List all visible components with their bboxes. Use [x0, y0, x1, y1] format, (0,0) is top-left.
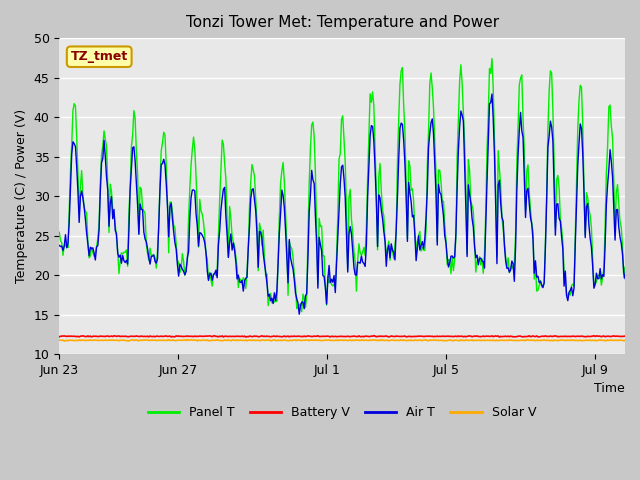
Air T — [354, 259, 362, 265]
Solar V — [355, 337, 363, 343]
Panel T — [536, 282, 543, 288]
Battery V — [621, 333, 629, 339]
Battery V — [333, 334, 340, 339]
Solar V — [60, 338, 68, 344]
Air T — [56, 242, 63, 248]
Panel T — [298, 309, 305, 314]
Line: Panel T: Panel T — [60, 59, 625, 312]
Panel T — [305, 181, 313, 187]
Y-axis label: Temperature (C) / Power (V): Temperature (C) / Power (V) — [15, 109, 28, 283]
Text: TZ_tmet: TZ_tmet — [70, 50, 128, 63]
Battery V — [342, 334, 350, 339]
X-axis label: Time: Time — [595, 383, 625, 396]
Panel T — [354, 258, 362, 264]
Battery V — [495, 334, 503, 340]
Battery V — [304, 333, 312, 339]
Air T — [621, 276, 629, 281]
Solar V — [307, 337, 314, 343]
Air T — [564, 298, 572, 303]
Solar V — [621, 337, 629, 343]
Battery V — [56, 334, 63, 340]
Solar V — [184, 336, 191, 342]
Panel T — [344, 266, 351, 272]
Panel T — [56, 229, 63, 235]
Air T — [536, 280, 543, 286]
Line: Air T: Air T — [60, 94, 625, 314]
Solar V — [564, 337, 572, 343]
Solar V — [335, 337, 343, 343]
Solar V — [345, 337, 353, 343]
Battery V — [564, 334, 572, 339]
Solar V — [56, 337, 63, 343]
Panel T — [488, 56, 496, 61]
Title: Tonzi Tower Met: Temperature and Power: Tonzi Tower Met: Temperature and Power — [186, 15, 499, 30]
Line: Solar V: Solar V — [60, 339, 625, 341]
Panel T — [564, 292, 572, 298]
Air T — [488, 91, 496, 97]
Air T — [305, 209, 313, 215]
Air T — [296, 312, 303, 317]
Battery V — [536, 334, 543, 340]
Line: Battery V: Battery V — [60, 336, 625, 337]
Battery V — [370, 333, 378, 338]
Legend: Panel T, Battery V, Air T, Solar V: Panel T, Battery V, Air T, Solar V — [143, 401, 541, 424]
Air T — [344, 269, 351, 275]
Battery V — [353, 334, 360, 339]
Air T — [334, 235, 342, 240]
Panel T — [334, 213, 342, 219]
Panel T — [621, 264, 629, 270]
Solar V — [536, 337, 543, 343]
